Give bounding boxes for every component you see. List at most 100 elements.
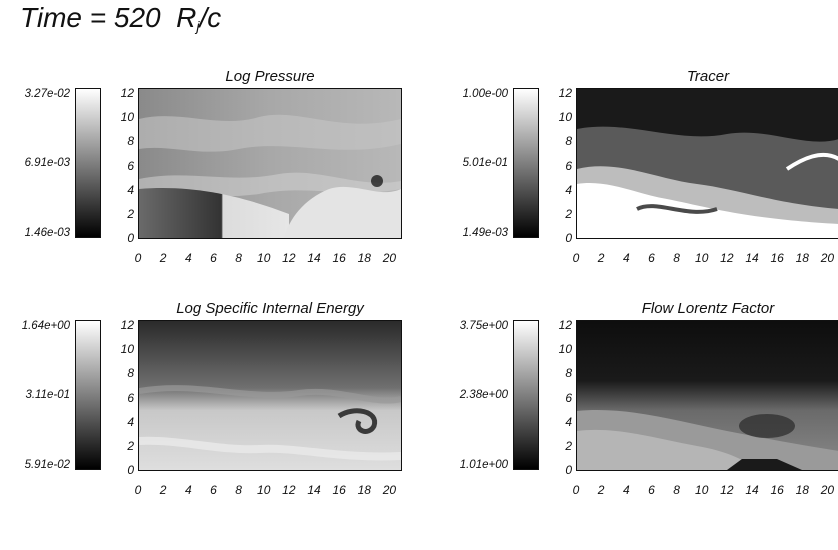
x-tick-label: 12 [282, 483, 296, 497]
heatmap-plot [576, 88, 838, 239]
y-tick-label: 6 [127, 158, 134, 173]
colorbar [75, 88, 101, 238]
x-tick-label: 20 [382, 483, 397, 497]
heatmap-plot [138, 320, 402, 471]
y-tick-label: 6 [565, 158, 572, 173]
x-tick-label: 18 [357, 251, 371, 265]
colorbar-mid-label: 3.11e-01 [25, 389, 70, 401]
x-tick-label: 18 [795, 483, 809, 497]
unit-r: R [176, 2, 197, 33]
colorbar-mid-label: 6.91e-03 [24, 157, 70, 169]
x-tick-label: 8 [235, 251, 242, 265]
time-value: 520 [113, 2, 161, 33]
x-tick-label: 4 [622, 251, 630, 265]
x-tick-label: 6 [648, 483, 655, 497]
x-tick-label: 6 [210, 251, 217, 265]
x-tick-label: 12 [282, 251, 296, 265]
x-tick-label: 2 [159, 483, 167, 497]
y-tick-label: 0 [127, 231, 134, 245]
colorbar-mid-label: 5.01e-01 [462, 157, 508, 169]
colorbar-mid-label: 2.38e+00 [459, 389, 508, 401]
panel-title: Tracer [686, 68, 730, 85]
y-tick-label: 4 [565, 414, 572, 429]
x-tick-label: 2 [597, 251, 605, 265]
x-tick-label: 20 [820, 251, 835, 265]
time-label: Time = [20, 2, 114, 33]
x-tick-label: 8 [673, 251, 680, 265]
panel-flow-lorentz-factor: Flow Lorentz Factor 3.75e+00 2.38e+00 1.… [438, 300, 838, 550]
x-tick-label: 8 [673, 483, 680, 497]
colorbar [513, 88, 539, 238]
colorbar-min-label: 1.01e+00 [459, 459, 508, 471]
colorbar-max-label: 3.75e+00 [459, 320, 508, 332]
x-tick-label: 10 [695, 483, 709, 497]
figure-title: Time = 520 Rj/c [20, 2, 221, 34]
x-tick-label: 4 [184, 483, 192, 497]
y-tick-label: 12 [558, 86, 572, 101]
y-tick-label: 0 [127, 463, 134, 477]
x-tick-label: 14 [307, 251, 321, 265]
unit-subscript: j [196, 18, 200, 34]
x-tick-label: 14 [745, 483, 759, 497]
colorbar-min-label: 1.46e-03 [24, 227, 70, 239]
colorbar-min-label: 1.49e-03 [462, 227, 508, 239]
x-tick-label: 18 [795, 251, 809, 265]
colorbar-max-label: 1.64e+00 [21, 320, 70, 332]
y-tick-label: 0 [565, 231, 572, 245]
x-tick-label: 2 [159, 251, 167, 265]
x-tick-label: 8 [235, 483, 242, 497]
panel-title: Log Specific Internal Energy [176, 300, 364, 317]
x-tick-label: 20 [820, 483, 835, 497]
x-tick-label: 10 [257, 251, 271, 265]
colorbar [75, 320, 101, 470]
x-tick-label: 16 [332, 483, 346, 497]
panel-log-specific-internal-energy: Log Specific Internal Energy 1.64e+00 3.… [0, 300, 420, 550]
heatmap-plot [138, 88, 402, 239]
y-tick-label: 2 [565, 438, 572, 453]
y-tick-label: 10 [558, 110, 572, 125]
heatmap-plot [576, 320, 838, 471]
y-tick-label: 0 [565, 463, 572, 477]
x-tick-label: 16 [770, 251, 784, 265]
x-tick-label: 0 [572, 251, 580, 265]
colorbar-max-label: 1.00e-00 [462, 88, 508, 100]
y-tick-label: 12 [120, 318, 134, 333]
y-tick-label: 4 [127, 182, 134, 197]
x-tick-label: 10 [695, 251, 709, 265]
x-tick-label: 18 [357, 483, 371, 497]
y-tick-label: 2 [565, 206, 572, 221]
y-tick-label: 8 [565, 134, 572, 149]
panel-title: Flow Lorentz Factor [641, 300, 775, 317]
x-tick-label: 12 [720, 483, 734, 497]
unit-c: /c [199, 2, 222, 33]
x-tick-label: 6 [648, 251, 655, 265]
x-tick-label: 4 [622, 483, 630, 497]
x-tick-label: 16 [770, 483, 784, 497]
x-tick-label: 2 [597, 483, 605, 497]
x-tick-label: 12 [720, 251, 734, 265]
x-tick-label: 14 [307, 483, 321, 497]
y-tick-label: 8 [565, 366, 572, 381]
x-tick-label: 4 [184, 251, 192, 265]
x-tick-label: 20 [382, 251, 397, 265]
y-tick-label: 8 [127, 134, 134, 149]
colorbar [513, 320, 539, 470]
panel-title: Log Pressure [225, 68, 315, 85]
y-tick-label: 10 [558, 342, 572, 357]
y-tick-label: 6 [565, 390, 572, 405]
x-tick-label: 0 [134, 483, 142, 497]
x-tick-label: 14 [745, 251, 759, 265]
y-tick-label: 8 [127, 366, 134, 381]
y-tick-label: 6 [127, 390, 134, 405]
y-tick-label: 4 [127, 414, 134, 429]
y-tick-label: 10 [120, 342, 134, 357]
x-tick-label: 16 [332, 251, 346, 265]
y-tick-label: 12 [120, 86, 134, 101]
panel-log-pressure: Log Pressure 3.27e-02 6.91e-03 1.46e-03 … [0, 68, 420, 318]
y-tick-label: 12 [558, 318, 572, 333]
x-tick-label: 0 [572, 483, 580, 497]
y-tick-label: 2 [127, 438, 134, 453]
x-tick-label: 0 [134, 251, 142, 265]
x-tick-label: 6 [210, 483, 217, 497]
y-tick-label: 10 [120, 110, 134, 125]
